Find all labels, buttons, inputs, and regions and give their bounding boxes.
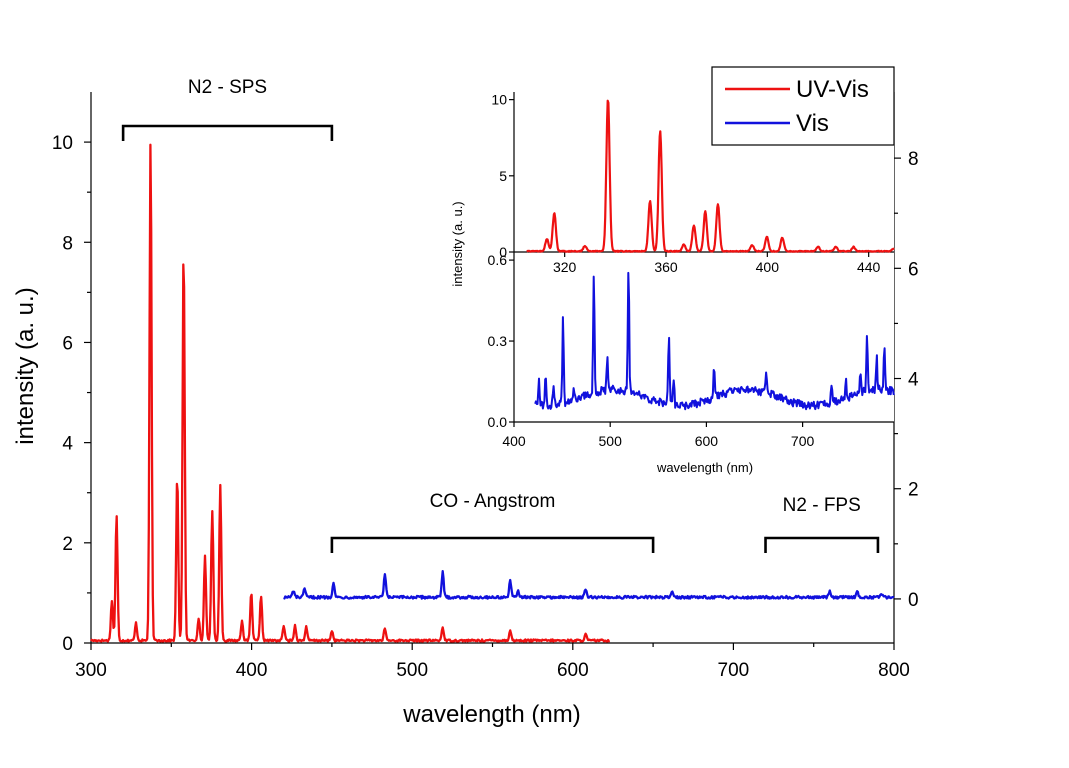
inset-top-x-tick-label: 440 <box>857 259 881 275</box>
series-line-vis <box>283 570 895 600</box>
annotation-bracket <box>330 536 655 553</box>
inset-bottom-series-line <box>534 271 895 411</box>
inset-bottom-y-tick-label: 0.6 <box>488 252 508 268</box>
annotation-label: N2 - SPS <box>188 77 267 98</box>
y-left-tick-label: 2 <box>62 534 73 555</box>
annotation-label: N2 - FPS <box>783 495 861 516</box>
inset-bottom-x-tick-label: 700 <box>791 433 815 449</box>
inset-top-x-tick-label: 400 <box>756 259 780 275</box>
annotation-label: CO - Angstrom <box>430 491 556 512</box>
y-right-tick-label: 2 <box>908 480 919 501</box>
legend: UV-Vis Vis <box>711 66 895 146</box>
y-left-tick-label: 4 <box>62 434 73 455</box>
inset-top-x-tick-label: 320 <box>553 259 577 275</box>
inset-y-axis-title: intensity (a. u.) <box>450 201 465 286</box>
annotation-bracket <box>121 124 334 141</box>
x-tick-label: 500 <box>396 660 428 681</box>
x-tick-label: 300 <box>75 660 107 681</box>
y-left-tick-label: 0 <box>62 634 73 655</box>
inset-plot: 320 360 400 440 0 5 10 400 500 600 700 0.0 0.3 0.6 <box>488 92 895 449</box>
inset-bottom-x-tick-label: 400 <box>502 433 526 449</box>
y-right-tick-label: 8 <box>908 149 919 170</box>
series-line-uv-vis <box>90 143 611 643</box>
inset-bottom-x-tick-label: 500 <box>599 433 623 449</box>
x-tick-label: 600 <box>557 660 589 681</box>
y-right-tick-label: 6 <box>908 259 919 280</box>
main-plot: 300 400 500 600 700 800 0 2 4 6 8 10 0 2 4 6 8 N2 - SPS CO… <box>52 77 919 681</box>
x-tick-label: 800 <box>878 660 910 681</box>
x-axis-title: wavelength (nm) <box>402 701 580 728</box>
x-tick-label: 400 <box>236 660 268 681</box>
inset-top-y-tick-label: 0 <box>499 244 507 260</box>
y-left-tick-label: 10 <box>52 133 73 154</box>
inset-bottom-y-tick-label: 0.3 <box>488 333 508 349</box>
inset-top-y-tick-label: 5 <box>499 168 507 184</box>
y-left-tick-label: 6 <box>62 333 73 354</box>
annotation-bracket <box>764 536 880 553</box>
x-tick-label: 700 <box>718 660 750 681</box>
y-right-tick-label: 4 <box>908 370 919 391</box>
legend-label-uv-vis: UV-Vis <box>796 76 869 103</box>
inset-background <box>514 92 894 422</box>
inset-bottom-y-tick-label: 0.0 <box>488 414 508 430</box>
inset-top-x-tick-label: 360 <box>654 259 678 275</box>
legend-box <box>711 66 895 146</box>
inset-x-axis-title: wavelength (nm) <box>656 460 753 475</box>
y-left-tick-label: 8 <box>62 233 73 254</box>
y-right-tick-label: 0 <box>908 590 919 611</box>
inset-top-y-tick-label: 10 <box>491 92 507 108</box>
y-axis-title: intensity (a. u.) <box>12 287 39 444</box>
inset-top-series-line <box>526 99 895 253</box>
inset-bottom-x-tick-label: 600 <box>695 433 719 449</box>
legend-label-vis: Vis <box>796 110 829 137</box>
